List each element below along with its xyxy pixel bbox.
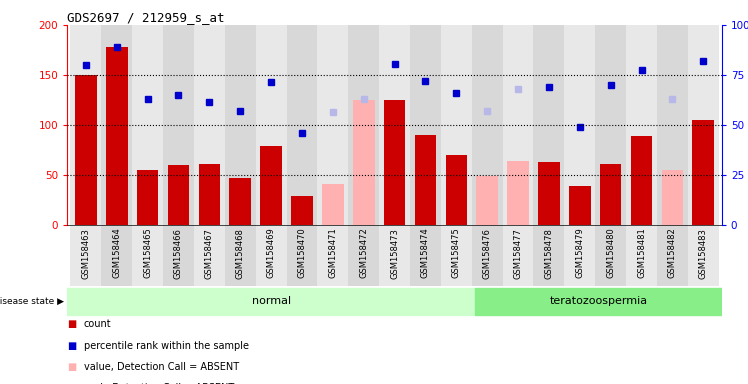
Text: GSM158474: GSM158474 — [421, 228, 430, 278]
Text: GSM158477: GSM158477 — [514, 228, 523, 278]
Text: ■: ■ — [67, 362, 76, 372]
Bar — [291, 196, 313, 225]
Bar — [600, 164, 622, 225]
Bar — [106, 47, 127, 225]
Bar — [224, 225, 256, 286]
Bar — [224, 25, 256, 225]
Text: rank, Detection Call = ABSENT: rank, Detection Call = ABSENT — [84, 383, 234, 384]
Text: GSM158479: GSM158479 — [575, 228, 584, 278]
Bar — [256, 225, 286, 286]
Bar — [569, 186, 591, 225]
Bar — [410, 25, 441, 225]
Bar — [595, 25, 626, 225]
Bar — [533, 225, 565, 286]
Bar — [476, 176, 498, 225]
Bar — [565, 225, 595, 286]
FancyBboxPatch shape — [475, 288, 722, 315]
Text: GSM158473: GSM158473 — [390, 228, 399, 278]
Text: GSM158468: GSM158468 — [236, 228, 245, 278]
Bar — [194, 225, 224, 286]
Text: GSM158467: GSM158467 — [205, 228, 214, 278]
Text: value, Detection Call = ABSENT: value, Detection Call = ABSENT — [84, 362, 239, 372]
Text: GDS2697 / 212959_s_at: GDS2697 / 212959_s_at — [67, 11, 225, 24]
Text: GSM158483: GSM158483 — [699, 228, 708, 278]
Bar — [198, 164, 220, 225]
Text: ■: ■ — [67, 341, 76, 351]
Bar — [286, 25, 317, 225]
Bar — [688, 225, 719, 286]
Text: GSM158478: GSM158478 — [545, 228, 554, 278]
Bar — [353, 100, 375, 225]
Text: GSM158463: GSM158463 — [82, 228, 91, 278]
Text: GSM158465: GSM158465 — [143, 228, 152, 278]
Bar — [163, 25, 194, 225]
FancyBboxPatch shape — [67, 288, 475, 315]
Text: GSM158470: GSM158470 — [298, 228, 307, 278]
Text: GSM158469: GSM158469 — [266, 228, 275, 278]
Bar — [379, 25, 410, 225]
Bar — [384, 100, 405, 225]
Text: teratozoospermia: teratozoospermia — [549, 296, 647, 306]
Bar — [657, 225, 688, 286]
Bar — [688, 25, 719, 225]
Bar — [441, 225, 472, 286]
Bar — [626, 225, 657, 286]
Bar — [507, 161, 529, 225]
Text: GSM158466: GSM158466 — [174, 228, 183, 278]
Bar — [132, 25, 163, 225]
Bar — [163, 225, 194, 286]
Text: ■: ■ — [67, 319, 76, 329]
Bar — [132, 225, 163, 286]
Bar — [317, 225, 349, 286]
Text: normal: normal — [251, 296, 291, 306]
Bar — [472, 225, 503, 286]
Bar — [75, 75, 96, 225]
Bar — [693, 120, 714, 225]
Bar — [626, 25, 657, 225]
Bar — [662, 170, 683, 225]
Bar — [70, 25, 101, 225]
Bar — [260, 146, 282, 225]
Bar — [595, 225, 626, 286]
Text: GSM158472: GSM158472 — [359, 228, 368, 278]
Text: GSM158476: GSM158476 — [482, 228, 491, 278]
Bar — [472, 25, 503, 225]
Bar — [322, 184, 343, 225]
Bar — [503, 225, 533, 286]
Bar — [657, 25, 688, 225]
Bar — [414, 135, 436, 225]
Bar — [286, 225, 317, 286]
Bar — [410, 225, 441, 286]
Text: GSM158481: GSM158481 — [637, 228, 646, 278]
Bar — [441, 25, 472, 225]
Bar — [565, 25, 595, 225]
Bar — [317, 25, 349, 225]
Bar — [503, 25, 533, 225]
Text: GSM158482: GSM158482 — [668, 228, 677, 278]
Bar — [538, 162, 560, 225]
Text: ■: ■ — [67, 383, 76, 384]
Bar — [349, 225, 379, 286]
Bar — [349, 25, 379, 225]
Bar — [446, 155, 467, 225]
Bar — [137, 170, 159, 225]
Bar — [168, 165, 189, 225]
Bar — [101, 225, 132, 286]
Bar — [533, 25, 565, 225]
Text: count: count — [84, 319, 111, 329]
Text: GSM158464: GSM158464 — [112, 228, 121, 278]
Text: GSM158475: GSM158475 — [452, 228, 461, 278]
Text: disease state ▶: disease state ▶ — [0, 297, 64, 306]
Bar — [379, 225, 410, 286]
Text: GSM158471: GSM158471 — [328, 228, 337, 278]
Text: percentile rank within the sample: percentile rank within the sample — [84, 341, 249, 351]
Bar — [101, 25, 132, 225]
Bar — [70, 225, 101, 286]
Bar — [256, 25, 286, 225]
Bar — [230, 178, 251, 225]
Text: GSM158480: GSM158480 — [606, 228, 615, 278]
Bar — [631, 136, 652, 225]
Bar — [194, 25, 224, 225]
